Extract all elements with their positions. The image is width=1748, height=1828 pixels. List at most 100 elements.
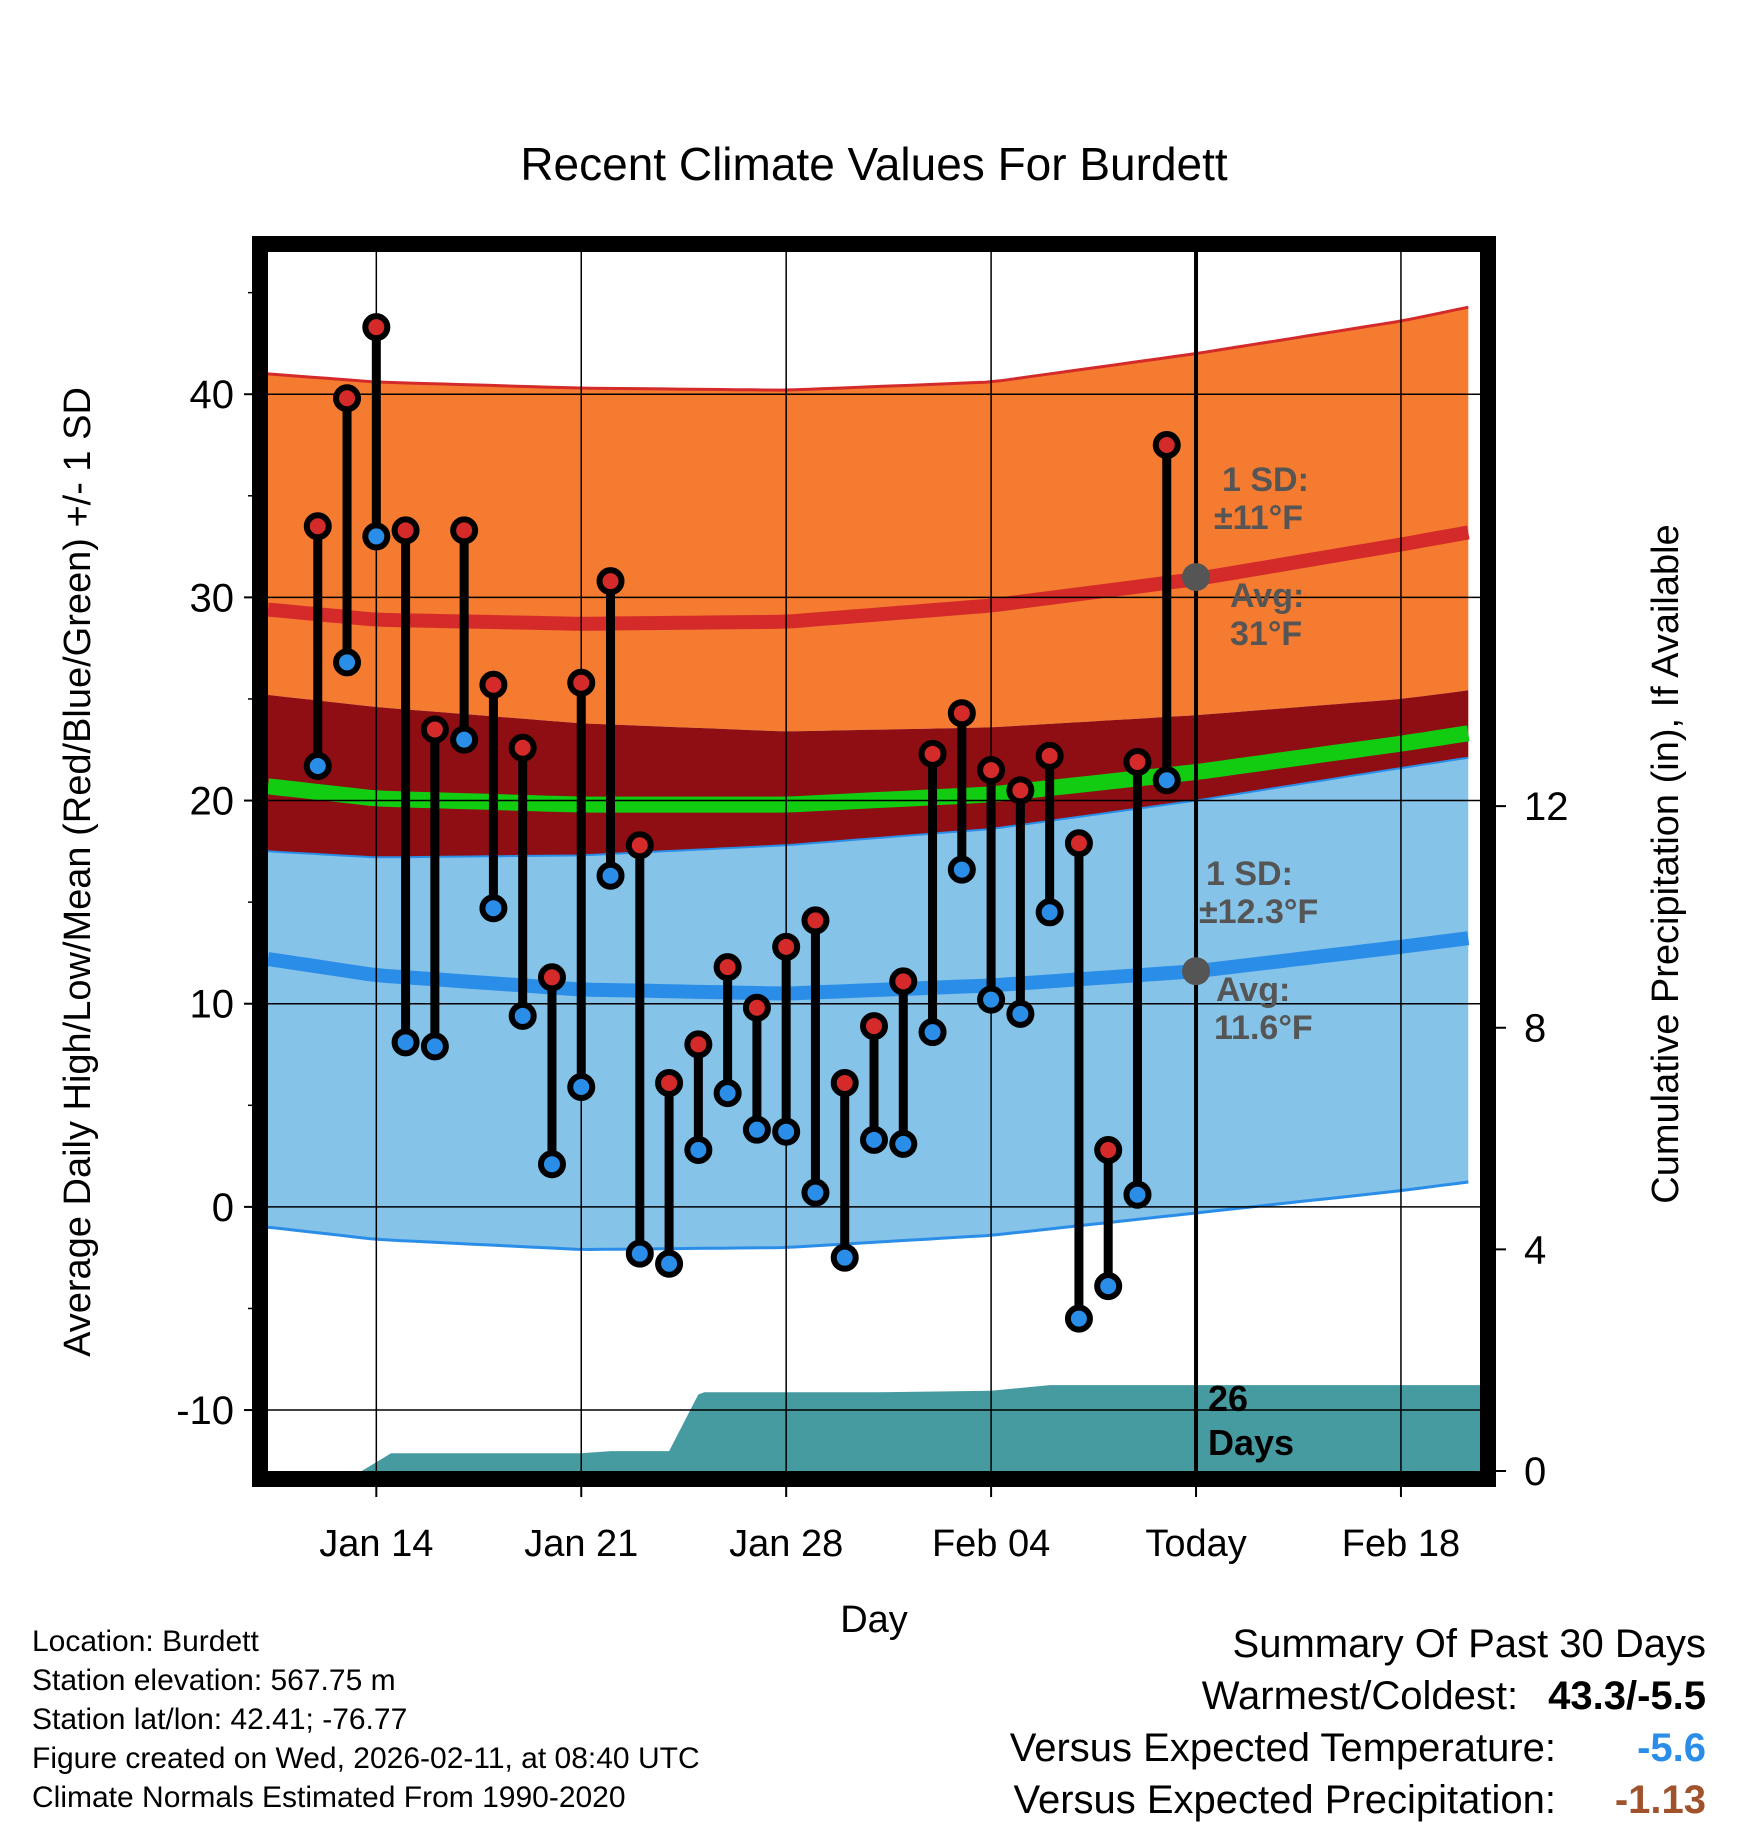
low-point — [625, 1239, 654, 1268]
high-point — [947, 699, 976, 728]
high-point — [713, 953, 742, 982]
high-point — [420, 715, 449, 744]
high-point — [479, 670, 508, 699]
y-tick-label: 10 — [190, 983, 235, 1027]
low-point — [830, 1243, 859, 1272]
y2-tick-label: 0 — [1524, 1450, 1546, 1494]
plot-frame — [252, 236, 1496, 1487]
high-point — [801, 906, 830, 935]
low-point — [655, 1249, 684, 1278]
high-avg-marker — [1182, 563, 1211, 592]
high-point — [918, 739, 947, 768]
elevation-text: Station elevation: 567.75 m — [32, 1664, 396, 1697]
high-point — [977, 756, 1006, 785]
low-point — [596, 861, 625, 890]
high-point — [596, 567, 625, 596]
y-tick-label: 40 — [190, 373, 235, 417]
x-axis-label: Day — [840, 1599, 908, 1641]
summary-panel: Summary Of Past 30 Days Warmest/Coldest:… — [946, 1618, 1706, 1826]
low-point — [567, 1073, 596, 1102]
low-point — [362, 522, 391, 551]
high-avg-value: 31°F — [1230, 615, 1302, 653]
low-point — [479, 894, 508, 923]
precip-days-number: 26 — [1208, 1378, 1248, 1419]
low-point — [1123, 1180, 1152, 1209]
high-point — [684, 1030, 713, 1059]
high-point — [1152, 431, 1181, 460]
station-info: Location: Burdett Station elevation: 567… — [32, 1622, 700, 1817]
low-avg-label: Avg: — [1216, 971, 1290, 1009]
precip-area — [361, 1385, 1480, 1471]
high-point — [830, 1068, 859, 1097]
latlon-text: Station lat/lon: 42.41; -76.77 — [32, 1703, 408, 1736]
summary-precipitation: Versus Expected Precipitation: -1.13 — [946, 1774, 1706, 1826]
low-point — [450, 725, 479, 754]
low-point — [1006, 999, 1035, 1028]
precip-value: -1.13 — [1614, 1778, 1706, 1822]
low-minus-sd-line — [268, 1180, 1469, 1252]
summary-warm-cold: Warmest/Coldest: 43.3/-5.5 — [946, 1670, 1706, 1722]
y-axis-label: Average Daily High/Low/Mean (Red/Blue/Gr… — [57, 387, 99, 1357]
low-point — [801, 1178, 830, 1207]
y2-axis-label: Cumulative Precipitation (in), If Availa… — [1645, 524, 1687, 1203]
high-point — [772, 932, 801, 961]
low-point — [508, 1001, 537, 1030]
high-avg-label: Avg: — [1230, 577, 1304, 615]
low-point — [1064, 1304, 1093, 1333]
low-point — [1152, 766, 1181, 795]
summary-temperature: Versus Expected Temperature: -5.6 — [946, 1722, 1706, 1774]
high-point — [391, 516, 420, 545]
y2-tick-label: 4 — [1524, 1228, 1546, 1272]
high-plus-sd-line — [268, 305, 1469, 392]
x-tick-label: Jan 14 — [319, 1523, 433, 1565]
low-point — [684, 1135, 713, 1164]
low-point — [537, 1150, 566, 1179]
y-tick-label: 20 — [190, 780, 235, 824]
chart-title: Recent Climate Values For Burdett — [520, 138, 1228, 190]
high-point — [362, 313, 391, 342]
high-point — [303, 512, 332, 541]
plot-content — [268, 252, 1480, 1471]
low-avg-value: 11.6°F — [1214, 1009, 1313, 1047]
low-point — [333, 648, 362, 677]
x-tick-label: Today — [1145, 1523, 1246, 1565]
high-point — [1064, 829, 1093, 858]
x-tick-label: Feb 18 — [1342, 1523, 1460, 1565]
low-point — [977, 985, 1006, 1014]
low-sd-label: 1 SD: — [1206, 855, 1293, 893]
low-point — [1035, 898, 1064, 927]
low-point — [918, 1018, 947, 1047]
y-tick-label: 30 — [190, 576, 235, 620]
warm-cold-label: Warmest/Coldest: — [1201, 1674, 1519, 1718]
low-point — [860, 1125, 888, 1154]
low-point — [391, 1028, 420, 1057]
high-point — [889, 967, 918, 996]
x-tick-label: Jan 28 — [729, 1523, 843, 1565]
x-tick-label: Jan 21 — [524, 1523, 638, 1565]
high-point — [1006, 776, 1035, 805]
high-point — [537, 963, 566, 992]
high-point — [508, 733, 537, 762]
created-text: Figure created on Wed, 2026-02-11, at 08… — [32, 1742, 700, 1775]
y-tick-label: -10 — [176, 1389, 234, 1433]
high-point — [1123, 747, 1152, 776]
low-point — [713, 1079, 742, 1108]
location-text: Location: Burdett — [32, 1625, 259, 1658]
low-sd-value: ±12.3°F — [1199, 893, 1318, 931]
low-point — [742, 1115, 771, 1144]
low-point — [303, 752, 332, 781]
precip-days-word: Days — [1208, 1422, 1294, 1463]
warm-cold-value: 43.3/-5.5 — [1548, 1674, 1706, 1718]
high-point — [625, 831, 654, 860]
y2-tick-label: 12 — [1524, 785, 1569, 829]
low-point — [889, 1129, 918, 1158]
temp-label: Versus Expected Temperature: — [1009, 1726, 1556, 1770]
high-point — [1035, 741, 1064, 770]
low-plus-sd-line — [268, 756, 1469, 859]
temp-value: -5.6 — [1637, 1726, 1706, 1770]
low-point — [947, 855, 976, 884]
low-point — [772, 1117, 801, 1146]
high-point — [333, 384, 362, 413]
